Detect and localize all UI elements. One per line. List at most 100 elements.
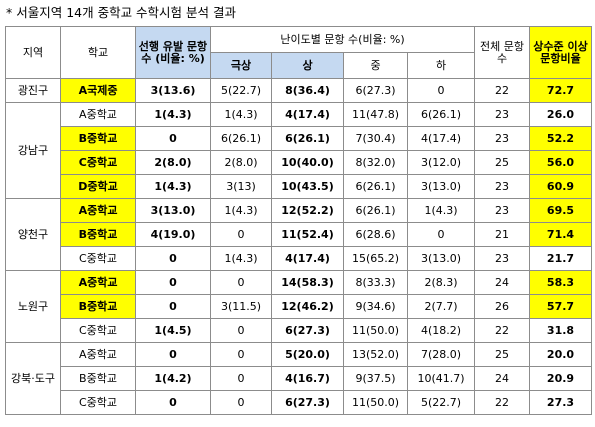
school-cell: A중학교	[60, 198, 136, 223]
low-cell: 10(41.7)	[407, 366, 475, 391]
top-cell: 0	[210, 342, 272, 367]
ratio-cell: 27.3	[529, 390, 592, 415]
mid-cell: 7(30.4)	[343, 126, 408, 151]
high-cell: 10(43.5)	[271, 174, 344, 199]
prior-cell: 2(8.0)	[135, 150, 211, 175]
school-cell: C중학교	[60, 390, 136, 415]
school-cell: A중학교	[60, 102, 136, 127]
region-cell: 노원구	[5, 270, 61, 343]
top-cell: 5(22.7)	[210, 78, 272, 103]
total-cell: 22	[474, 318, 530, 343]
mid-cell: 6(26.1)	[343, 174, 408, 199]
ratio-cell: 21.7	[529, 246, 592, 271]
table-row: 강북·도구 A중학교 0 0 5(20.0) 13(52.0) 7(28.0) 25 20.0	[5, 342, 592, 415]
low-cell: 1(4.3)	[407, 198, 475, 223]
mid-cell: 15(65.2)	[343, 246, 408, 271]
ratio-cell: 69.5	[529, 198, 592, 223]
top-cell: 0	[210, 222, 272, 247]
school-cell: A중학교	[60, 342, 136, 367]
prior-cell: 3(13.0)	[135, 198, 211, 223]
prior-cell: 4(19.0)	[135, 222, 211, 247]
prior-cell: 0	[135, 294, 211, 319]
mid-cell: 11(47.8)	[343, 102, 408, 127]
low-cell: 4(17.4)	[407, 126, 475, 151]
ratio-cell: 58.3	[529, 270, 592, 295]
prior-cell: 0	[135, 126, 211, 151]
ratio-cell: 52.2	[529, 126, 592, 151]
prior-cell: 1(4.5)	[135, 318, 211, 343]
school-cell: B중학교	[60, 126, 136, 151]
table-row: C중학교 2(8.0) 2(8.0) 10(40.0) 8(32.0) 3(12.0) 25…	[6, 150, 592, 175]
school-cell: B중학교	[60, 366, 136, 391]
table-row: 강남구 A중학교 1(4.3) 1(4.3) 4(17.4) 11(47.8) 6(26.1…	[5, 102, 592, 199]
analysis-table: 지역 학교 선행 유발 문항수 (비율: %) 난이도별 문항 수(비율: %)…	[5, 26, 592, 415]
top-cell: 0	[210, 390, 272, 415]
header-prior: 선행 유발 문항수 (비율: %)	[135, 26, 211, 79]
region-cell: 강북·도구	[5, 342, 61, 415]
high-cell: 11(52.4)	[271, 222, 344, 247]
total-cell: 26	[474, 294, 530, 319]
total-cell: 23	[474, 102, 530, 127]
top-cell: 0	[210, 318, 272, 343]
region-cell: 광진구	[5, 78, 61, 103]
total-cell: 23	[474, 174, 530, 199]
school-cell: A중학교	[60, 270, 136, 295]
total-cell: 22	[474, 390, 530, 415]
table-row: B중학교 0 3(11.5) 12(46.2) 9(34.6) 2(7.7) 26 57.7	[6, 294, 592, 319]
low-cell: 3(13.0)	[407, 174, 475, 199]
top-cell: 2(8.0)	[210, 150, 272, 175]
low-cell: 0	[407, 78, 475, 103]
ratio-cell: 72.7	[529, 78, 592, 103]
mid-cell: 9(37.5)	[343, 366, 408, 391]
mid-cell: 11(50.0)	[343, 318, 408, 343]
total-cell: 23	[474, 198, 530, 223]
mid-cell: 8(32.0)	[343, 150, 408, 175]
school-cell: B중학교	[60, 222, 136, 247]
region-cell: 강남구	[5, 102, 61, 199]
low-cell: 7(28.0)	[407, 342, 475, 367]
header-sub-low: 하	[407, 52, 475, 79]
header-ratio: 상수준 이상 문항비율	[529, 26, 592, 79]
ratio-cell: 20.0	[529, 342, 592, 367]
table-row: 양천구 A중학교 3(13.0) 1(4.3) 12(52.2) 6(26.1) 1(4.3…	[5, 198, 592, 271]
school-cell: B중학교	[60, 294, 136, 319]
ratio-cell: 26.0	[529, 102, 592, 127]
region-cell: 양천구	[5, 198, 61, 271]
header-sub-high: 상	[271, 52, 344, 79]
low-cell: 0	[407, 222, 475, 247]
table-row: B중학교 1(4.2) 0 4(16.7) 9(37.5) 10(41.7) 24 20.9	[6, 366, 592, 391]
total-cell: 23	[474, 246, 530, 271]
table-header: 지역 학교 선행 유발 문항수 (비율: %) 난이도별 문항 수(비율: %)…	[5, 26, 592, 79]
table-row: C중학교 0 1(4.3) 4(17.4) 15(65.2) 3(13.0) 23 21.7	[6, 246, 592, 271]
school-cell: A국제중	[60, 78, 136, 103]
high-cell: 10(40.0)	[271, 150, 344, 175]
school-cell: D중학교	[60, 174, 136, 199]
top-cell: 3(13)	[210, 174, 272, 199]
high-cell: 6(27.3)	[271, 390, 344, 415]
page-title: * 서울지역 14개 중학교 수학시험 분석 결과	[6, 5, 236, 20]
prior-cell: 0	[135, 270, 211, 295]
ratio-cell: 71.4	[529, 222, 592, 247]
ratio-cell: 56.0	[529, 150, 592, 175]
total-cell: 24	[474, 270, 530, 295]
total-cell: 22	[474, 78, 530, 103]
header-total: 전체 문항수	[474, 26, 530, 79]
header-sub-top: 극상	[210, 52, 272, 79]
top-cell: 0	[210, 366, 272, 391]
high-cell: 6(26.1)	[271, 126, 344, 151]
top-cell: 6(26.1)	[210, 126, 272, 151]
table-row: C중학교 1(4.5) 0 6(27.3) 11(50.0) 4(18.2) 22 31.8	[6, 318, 592, 343]
low-cell: 2(8.3)	[407, 270, 475, 295]
high-cell: 14(58.3)	[271, 270, 344, 295]
ratio-cell: 57.7	[529, 294, 592, 319]
header-school: 학교	[60, 26, 136, 79]
school-cell: C중학교	[60, 246, 136, 271]
low-cell: 4(18.2)	[407, 318, 475, 343]
school-cell: C중학교	[60, 150, 136, 175]
mid-cell: 8(33.3)	[343, 270, 408, 295]
mid-cell: 11(50.0)	[343, 390, 408, 415]
table-row: 노원구 A중학교 0 0 14(58.3) 8(33.3) 2(8.3) 24 58.3	[5, 270, 592, 343]
mid-cell: 6(26.1)	[343, 198, 408, 223]
table-row: D중학교 1(4.3) 3(13) 10(43.5) 6(26.1) 3(13.0) 23 6…	[6, 174, 592, 199]
prior-cell: 0	[135, 246, 211, 271]
